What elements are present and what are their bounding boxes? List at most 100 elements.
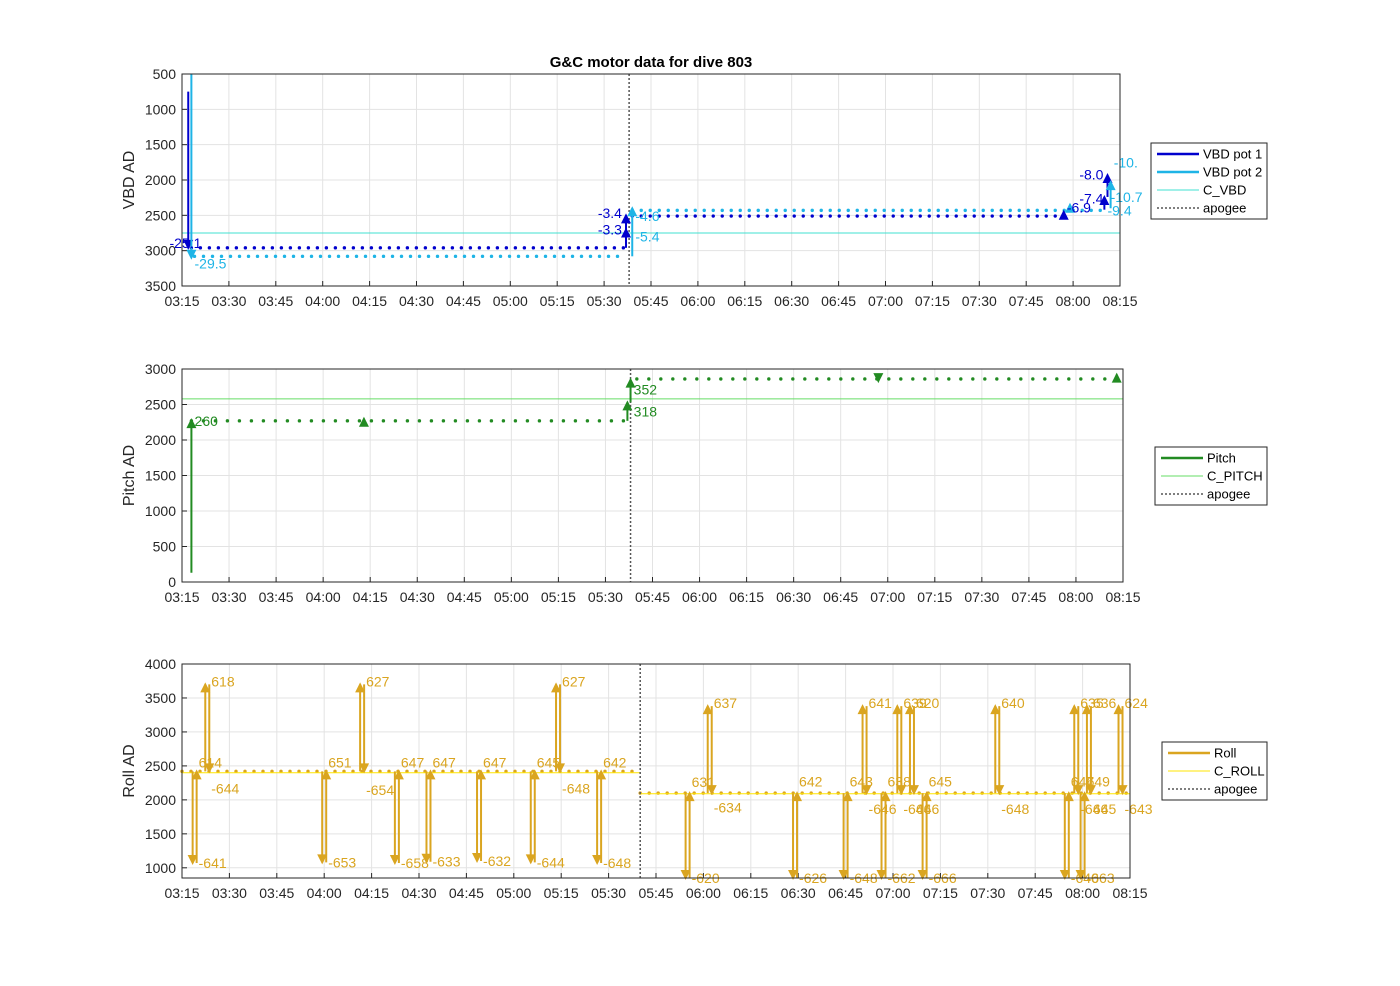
data-point	[576, 246, 581, 250]
x-tick-label: 05:45	[635, 589, 670, 605]
move-arrow-head	[620, 227, 631, 238]
roll-label: 646	[916, 801, 940, 817]
data-point	[659, 377, 663, 381]
x-tick-label: 04:15	[354, 885, 389, 901]
data-point	[839, 377, 843, 381]
x-tick-label: 07:30	[970, 885, 1005, 901]
annotation-label: -6.9	[1067, 200, 1091, 216]
data-point	[426, 254, 431, 259]
x-tick-label: 08:00	[1058, 589, 1093, 605]
data-point	[671, 377, 675, 381]
data-point	[405, 419, 410, 423]
data-point	[711, 214, 715, 218]
roll-arrow-head	[994, 785, 1005, 796]
data-point	[249, 419, 254, 423]
roll-arrow-head	[200, 682, 211, 693]
x-tick-label: 07:00	[870, 589, 905, 605]
legend-label: apogee	[1207, 487, 1250, 502]
data-point	[665, 791, 669, 795]
data-point	[552, 254, 557, 259]
roll-arrow-head	[1113, 704, 1124, 715]
legend-label: apogee	[1214, 782, 1257, 797]
x-tick-label: 05:15	[544, 885, 579, 901]
x-tick-label: 04:30	[400, 589, 435, 605]
roll-label: 651	[328, 754, 352, 770]
roll-arrow-head	[880, 791, 891, 802]
roll-label: 627	[562, 673, 586, 689]
x-tick-label: 05:15	[541, 589, 576, 605]
roll-label: -654	[366, 782, 394, 798]
data-point	[944, 791, 948, 795]
data-point	[846, 208, 850, 213]
move-arrow-head	[186, 249, 197, 260]
data-point	[692, 791, 696, 795]
roll-label: 640	[1001, 695, 1025, 711]
data-point	[1031, 377, 1035, 381]
data-point	[791, 377, 795, 381]
roll-arrow-head	[990, 704, 1001, 715]
data-point	[803, 377, 807, 381]
x-tick-label: 06:00	[686, 885, 721, 901]
data-point	[981, 208, 985, 213]
roll-arrow-head	[1085, 785, 1096, 796]
data-point	[882, 214, 886, 218]
data-point	[495, 246, 500, 250]
data-point	[693, 214, 697, 218]
roll-arrow-head	[706, 785, 717, 796]
data-point	[701, 791, 705, 795]
data-point	[863, 377, 867, 381]
data-point	[369, 769, 373, 774]
roll-arrow-head	[917, 870, 928, 880]
data-point	[989, 791, 993, 795]
x-tick-label: 04:00	[307, 885, 342, 901]
data-point	[728, 791, 732, 795]
y-axis-label: VBD AD	[121, 151, 138, 210]
annotation-label: -3.4	[598, 205, 622, 221]
data-point	[1103, 377, 1107, 381]
x-tick-label: 05:00	[494, 589, 529, 605]
data-point	[264, 254, 269, 259]
data-point	[1016, 791, 1020, 795]
data-point	[800, 791, 804, 795]
x-tick-label: 08:15	[1105, 589, 1140, 605]
data-point	[297, 419, 302, 423]
roll-arrow-head	[1069, 704, 1080, 715]
data-point	[729, 208, 733, 213]
roll-arrow-head	[555, 763, 566, 774]
data-point	[192, 254, 197, 259]
data-point	[731, 377, 735, 381]
data-point	[387, 769, 391, 774]
data-point	[198, 769, 202, 774]
data-point	[432, 769, 436, 774]
data-point	[603, 769, 607, 774]
data-point	[465, 419, 470, 423]
roll-label: 645	[1093, 801, 1117, 817]
data-point	[621, 246, 626, 250]
roll-arrow-head	[204, 763, 215, 774]
data-point	[270, 246, 275, 250]
data-point	[288, 769, 292, 774]
data-point	[489, 254, 494, 259]
roll-label: -653	[328, 854, 356, 870]
data-point	[477, 246, 482, 250]
roll-label: -641	[199, 855, 227, 871]
data-point	[720, 214, 724, 218]
roll-arrow-head	[359, 763, 370, 774]
data-point	[495, 769, 499, 774]
data-point	[779, 377, 783, 381]
data-point	[351, 769, 355, 774]
legend-label: VBD pot 2	[1203, 165, 1262, 180]
data-point	[612, 769, 616, 774]
annotation-label: -3.3	[598, 221, 622, 237]
data-point	[980, 791, 984, 795]
data-point	[765, 208, 769, 213]
move-arrow-head	[1099, 194, 1110, 205]
data-point	[837, 214, 841, 218]
data-point	[297, 246, 302, 250]
data-point	[309, 254, 314, 259]
data-point	[225, 769, 229, 774]
data-point	[971, 377, 975, 381]
data-point	[540, 769, 544, 774]
x-tick-label: 06:00	[680, 293, 715, 309]
legend-label: Roll	[1214, 746, 1237, 761]
